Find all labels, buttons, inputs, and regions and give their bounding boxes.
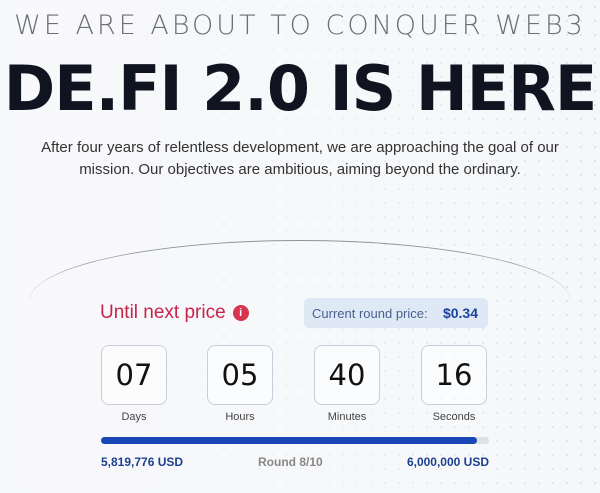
seconds-box: 16 bbox=[421, 345, 487, 405]
current-price-badge: Current round price: $0.34 bbox=[304, 298, 488, 328]
hours-label: Hours bbox=[225, 411, 255, 423]
days-label: Days bbox=[121, 411, 147, 423]
days-box: 07 bbox=[101, 345, 167, 405]
price-label: Current round price: bbox=[312, 305, 428, 321]
until-label: Until next price bbox=[100, 302, 226, 323]
price-value: $0.34 bbox=[442, 305, 478, 321]
seconds-label: Seconds bbox=[432, 411, 476, 423]
info-icon[interactable]: i bbox=[232, 305, 249, 321]
kicker: WE ARE ABOUT TO CONQUER WEB3 bbox=[14, 10, 586, 41]
progress-bar bbox=[101, 437, 489, 444]
progress-fill bbox=[101, 437, 478, 444]
page-title: DE.FI 2.0 IS HERE bbox=[3, 52, 597, 125]
raised-amount: 5,819,776 USD bbox=[101, 455, 184, 469]
minutes-box: 40 bbox=[314, 345, 380, 405]
minutes-label: Minutes bbox=[327, 411, 367, 423]
round-label: Round 8/10 bbox=[258, 455, 323, 469]
decorative-arc bbox=[30, 240, 570, 440]
description: After four years of relentless developme… bbox=[41, 139, 559, 178]
until-next-price: Until next price i bbox=[100, 302, 249, 324]
goal-amount: 6,000,000 USD bbox=[406, 455, 489, 469]
hours-box: 05 bbox=[207, 345, 273, 405]
